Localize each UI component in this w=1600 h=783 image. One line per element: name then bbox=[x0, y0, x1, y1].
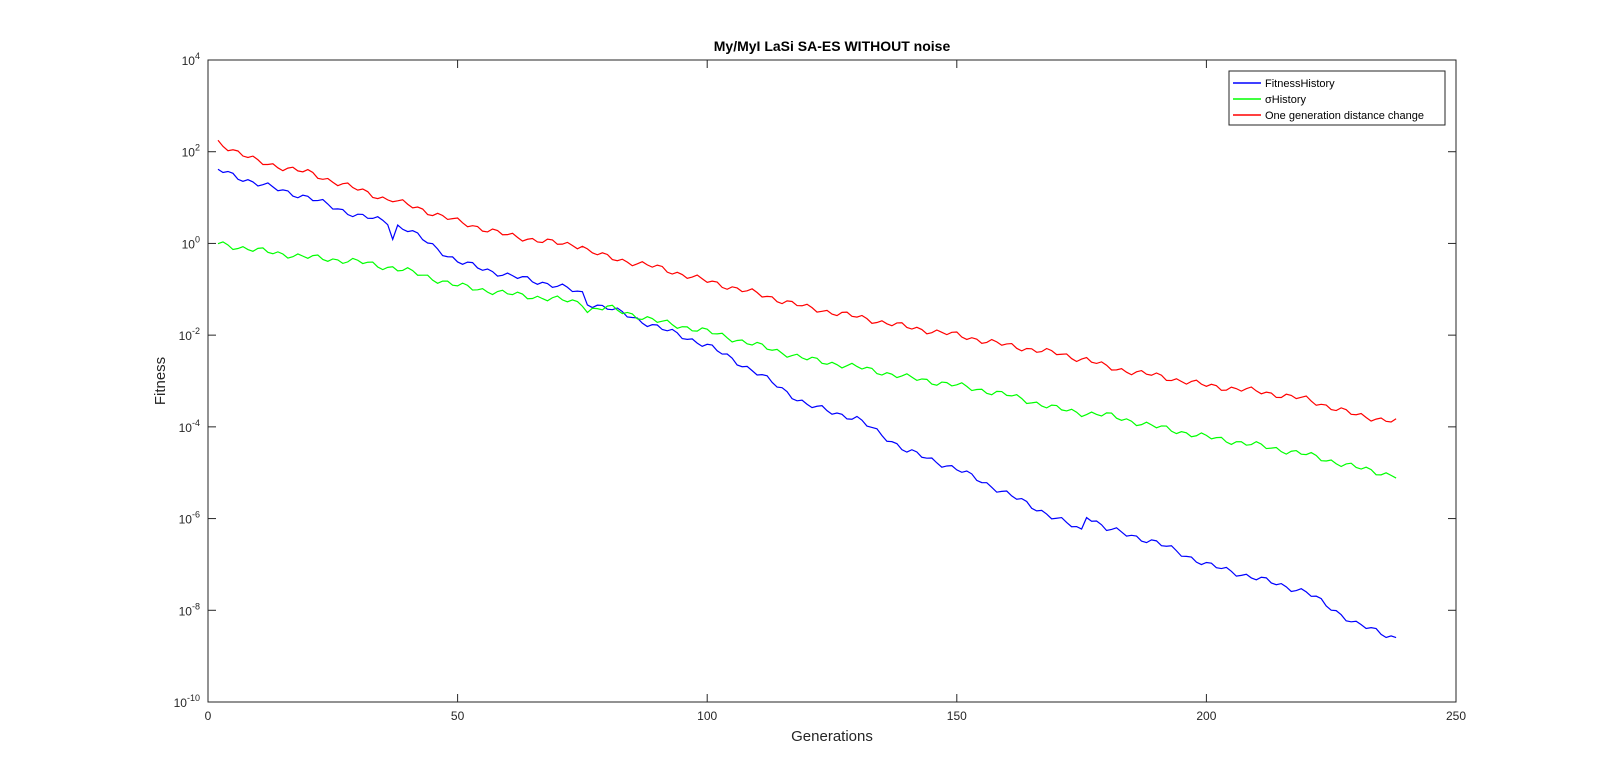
y-tick-label: 104 bbox=[182, 51, 200, 68]
chart-title: My/MyI LaSi SA-ES WITHOUT noise bbox=[714, 38, 951, 54]
x-tick-label: 0 bbox=[205, 709, 212, 723]
legend-entry: One generation distance change bbox=[1265, 110, 1424, 122]
series-line-1 bbox=[217, 168, 1397, 639]
y-tick-label: 10-10 bbox=[174, 693, 200, 710]
y-tick-label: 10-6 bbox=[179, 510, 200, 527]
legend: FitnessHistory σHistory One generation dis… bbox=[1228, 70, 1446, 126]
plot-area bbox=[207, 59, 1457, 703]
series-layer bbox=[217, 139, 1397, 639]
y-tick-label: 102 bbox=[182, 143, 200, 160]
x-tick-label: 150 bbox=[947, 709, 967, 723]
x-tick-label: 250 bbox=[1446, 709, 1466, 723]
series-line-2 bbox=[217, 241, 1397, 479]
x-tick-label: 50 bbox=[451, 709, 465, 723]
x-tick-label: 100 bbox=[697, 709, 717, 723]
y-tick-label: 10-8 bbox=[179, 601, 200, 618]
y-tick-label: 10-4 bbox=[179, 418, 200, 435]
legend-entry: σHistory bbox=[1265, 94, 1307, 106]
series-line-3 bbox=[217, 139, 1397, 423]
y-tick-label: 100 bbox=[182, 234, 200, 251]
legend-entry: FitnessHistory bbox=[1265, 78, 1335, 90]
axis-ticks: 0 50 100 150 200 250 10-10 10-8 10-6 10-4 10-2 100 1… bbox=[174, 51, 1467, 723]
legend-box bbox=[1228, 70, 1446, 126]
x-axis-label: Generations bbox=[791, 728, 873, 745]
x-tick-label: 200 bbox=[1196, 709, 1216, 723]
y-axis-label: Fitness bbox=[152, 357, 169, 405]
y-tick-label: 10-2 bbox=[179, 326, 200, 343]
